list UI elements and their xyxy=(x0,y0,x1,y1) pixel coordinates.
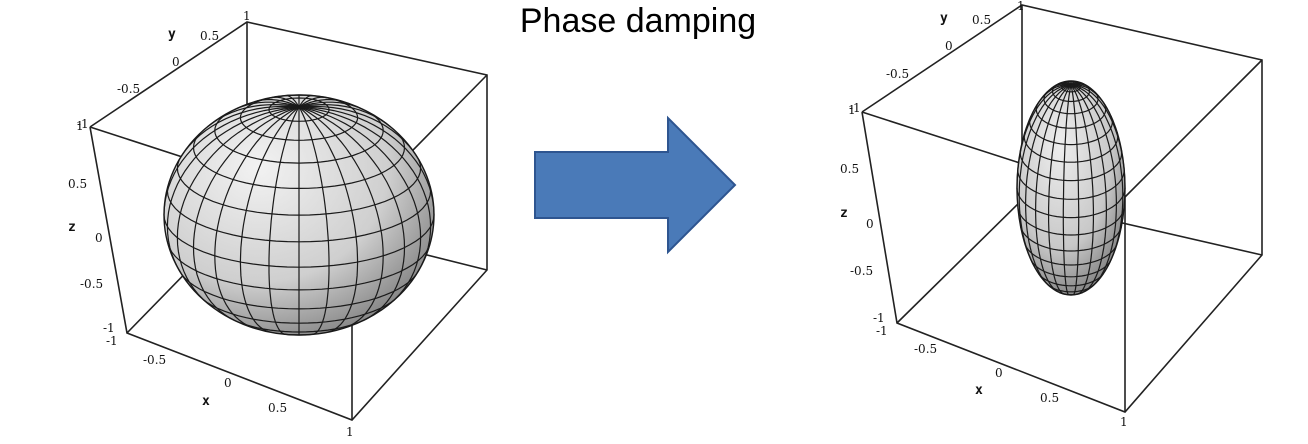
right-ellipsoid-longitude-line xyxy=(1033,84,1072,110)
right-y-axis-label: y xyxy=(940,11,948,26)
right-ellipsoid-longitude-line xyxy=(1070,84,1109,110)
right-ellipsoid-latitude-line xyxy=(1017,170,1125,200)
right-ellipsoid xyxy=(1016,80,1126,296)
right-z-tick-upper: 0.5 xyxy=(840,162,859,176)
right-ellipsoid-longitude-line xyxy=(1070,84,1126,195)
right-ellipsoid-latitude-line xyxy=(1016,187,1126,219)
left-sphere-longitude-line xyxy=(298,106,422,304)
left-x-tick-right: 1 xyxy=(346,425,354,439)
right-z-tick-bottom: -1 xyxy=(873,311,885,325)
left-sphere-longitude-line xyxy=(298,103,391,128)
left-sphere-longitude-line xyxy=(176,105,300,164)
right-bounding-box xyxy=(861,4,1263,413)
left-y-tick-lower: -0.5 xyxy=(117,82,140,96)
right-x-tick-mid: 0 xyxy=(995,366,1003,380)
left-y-tick-mid: 0 xyxy=(172,55,180,69)
left-sphere-longitude-line xyxy=(298,99,342,108)
right-ellipsoid-longitude-line xyxy=(1070,82,1083,86)
right-y-tick-lower: -0.5 xyxy=(886,67,909,81)
right-z-tick-mid: 0 xyxy=(866,217,874,231)
left-z-tick-mid: 0 xyxy=(95,231,103,245)
right-ellipsoid-longitude-line xyxy=(1070,83,1092,90)
left-z-tick-top: 1 xyxy=(76,119,84,133)
right-ellipsoid-longitude-line xyxy=(1062,85,1072,296)
left-y-tick-upper: 0.5 xyxy=(200,29,219,43)
right-ellipsoid-latitude-line xyxy=(1024,243,1118,266)
right-ellipsoid-longitude-line xyxy=(1024,84,1072,288)
right-ellipsoid-longitude-line xyxy=(1034,84,1072,293)
left-sphere-longitude-line xyxy=(298,101,364,111)
right-arrow-icon xyxy=(534,115,737,255)
left-sphere-longitude-line xyxy=(298,106,406,322)
diagram-title: Phase damping xyxy=(519,2,757,40)
left-z-tick-bottom: -1 xyxy=(103,321,115,335)
right-z-tick-top: 1 xyxy=(848,103,856,117)
right-ellipsoid-longitude-line xyxy=(1016,84,1072,195)
left-sphere-longitude-line xyxy=(298,96,325,108)
left-sphere-longitude-line xyxy=(239,106,300,333)
left-sphere-longitude-line xyxy=(163,106,300,216)
left-sphere-longitude-line xyxy=(207,103,300,128)
right-z-tick-lower: -0.5 xyxy=(850,264,873,278)
right-x-tick-right: 1 xyxy=(1120,415,1128,429)
left-sphere-longitude-line xyxy=(176,106,300,304)
right-x-tick-upper: -0.5 xyxy=(914,342,937,356)
left-x-tick-upper: -0.5 xyxy=(143,353,166,367)
left-sphere-longitude-line xyxy=(273,96,300,108)
right-ellipsoid-longitude-line xyxy=(1070,80,1074,86)
left-sphere-longitude-line xyxy=(214,106,300,329)
left-sphere-longitude-line xyxy=(298,106,359,333)
left-x-tick-lower: 0.5 xyxy=(268,401,287,415)
left-sphere-longitude-line xyxy=(192,106,300,322)
right-ellipsoid-latitude-line xyxy=(1037,272,1105,287)
left-bloch-plot: 1 0.5 0 -0.5 -1 z 1 0.5 0 -0.5 -1 y -1 -… xyxy=(68,9,488,439)
left-sphere-longitude-line xyxy=(256,99,300,108)
left-sphere-longitude-line xyxy=(298,105,422,164)
left-sphere-longitude-line xyxy=(166,106,300,274)
left-x-tick-mid: 0 xyxy=(224,376,232,390)
right-z-axis-label: z xyxy=(840,206,848,221)
right-x-axis-label: x xyxy=(975,383,983,398)
right-x-tick-left: -1 xyxy=(876,324,888,338)
right-y-tick-bottom: -1 xyxy=(849,101,861,115)
right-y-tick-top: 1 xyxy=(1017,0,1025,13)
left-sphere-longitude-line xyxy=(298,106,384,329)
right-ellipsoid-mesh xyxy=(1016,80,1126,296)
right-ellipsoid-longitude-line xyxy=(1070,84,1108,293)
right-ellipsoid-longitude-line xyxy=(1070,84,1124,267)
right-ellipsoid-longitude-line xyxy=(1018,84,1072,267)
right-ellipsoid-longitude-line xyxy=(1070,84,1118,288)
left-z-axis-label: z xyxy=(68,220,76,235)
right-bloch-plot: 1 0.5 0 -0.5 -1 z 1 0.5 0 -0.5 -1 y -1 -… xyxy=(840,0,1263,429)
left-z-tick-lower: -0.5 xyxy=(80,277,103,291)
left-sphere-longitude-line xyxy=(234,101,300,111)
left-sphere-longitude-line xyxy=(298,106,330,335)
right-ellipsoid-longitude-line xyxy=(1070,85,1080,296)
left-sphere xyxy=(163,94,435,336)
right-ellipsoid-latitude-line xyxy=(1030,259,1112,278)
right-ellipsoid-longitude-line xyxy=(1070,81,1079,86)
left-sphere-longitude-line xyxy=(298,95,313,108)
left-sphere-longitude-line xyxy=(298,106,435,216)
left-sphere-mesh xyxy=(163,94,435,336)
right-y-tick-upper: 0.5 xyxy=(972,13,991,27)
left-y-tick-bottom: -1 xyxy=(77,117,89,131)
left-y-axis-label: y xyxy=(168,27,176,42)
left-sphere-longitude-line xyxy=(268,106,300,335)
right-ellipsoid-longitude-line xyxy=(1048,84,1072,295)
left-sphere-longitude-line xyxy=(285,95,300,108)
right-x-tick-lower: 0.5 xyxy=(1040,391,1059,405)
left-x-tick-left: -1 xyxy=(106,334,118,348)
left-x-axis-label: x xyxy=(202,394,210,409)
right-ellipsoid-longitude-line xyxy=(1070,84,1094,295)
left-z-tick-upper: 0.5 xyxy=(68,177,87,191)
left-sphere-longitude-line xyxy=(298,106,432,274)
right-y-tick-mid: 0 xyxy=(945,39,953,53)
left-y-tick-top: 1 xyxy=(243,9,251,23)
